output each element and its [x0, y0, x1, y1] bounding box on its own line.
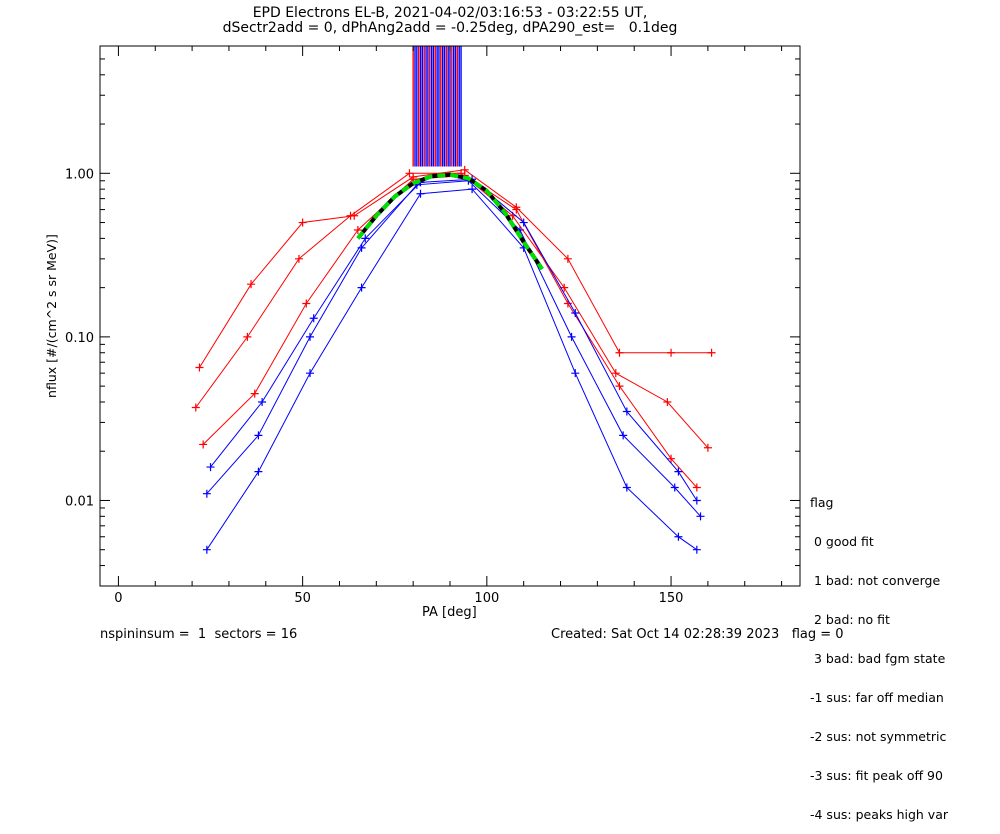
data-point — [250, 389, 259, 398]
legend-item: 3 bad: bad fgm state — [810, 651, 946, 666]
data-point — [567, 332, 576, 341]
data-point — [243, 332, 252, 341]
y-tick-label: 1.00 — [65, 167, 94, 182]
data-point — [692, 496, 701, 505]
data-point — [254, 467, 263, 476]
data-point — [622, 407, 631, 416]
data-point — [361, 234, 370, 243]
data-point — [416, 189, 425, 198]
data-point — [674, 467, 683, 476]
data-point — [405, 169, 414, 178]
data-point — [692, 545, 701, 554]
data-point — [667, 454, 676, 463]
data-series-group — [191, 46, 716, 554]
legend: flag 0 good fit 1 bad: not converge 2 ba… — [810, 470, 948, 834]
data-point — [571, 369, 580, 378]
data-point — [309, 314, 318, 323]
data-point — [468, 185, 477, 194]
data-point — [294, 254, 303, 263]
fit-curve — [356, 172, 544, 271]
data-point — [703, 443, 712, 452]
data-point — [571, 308, 580, 317]
data-point — [247, 280, 256, 289]
data-point — [670, 483, 679, 492]
series-line — [202, 174, 698, 488]
data-point — [254, 431, 263, 440]
y-axis-label: nflux [#/(cm^2 s sr MeV)] — [44, 234, 59, 398]
data-point — [199, 440, 208, 449]
x-axis-label: PA [deg] — [422, 605, 477, 620]
data-point — [460, 165, 469, 174]
chart-subtitle: dSectr2add = 0, dPhAng2add = -0.25deg, d… — [222, 20, 678, 36]
data-point — [357, 283, 366, 292]
data-point — [560, 283, 569, 292]
data-point — [409, 172, 418, 181]
legend-item: -3 sus: fit peak off 90 — [810, 768, 943, 783]
legend-item: -2 sus: not symmetric — [810, 729, 947, 744]
data-point — [622, 483, 631, 492]
legend-item: -4 sus: peaks high var — [810, 807, 949, 822]
legend-item: 1 bad: not converge — [810, 573, 941, 588]
data-point — [692, 483, 701, 492]
series-line — [199, 169, 712, 368]
y-tick-label: 0.01 — [65, 494, 94, 509]
series-line — [210, 178, 698, 501]
data-point — [258, 397, 267, 406]
data-point — [306, 332, 314, 341]
data-point — [298, 218, 307, 227]
data-point — [674, 532, 683, 541]
data-point — [663, 397, 672, 406]
data-point — [195, 363, 204, 372]
x-tick-label: 50 — [294, 591, 311, 606]
data-point — [206, 463, 215, 472]
footer-right: Created: Sat Oct 14 02:28:39 2023 flag =… — [551, 627, 844, 642]
data-point — [611, 369, 620, 378]
fit-curve-group — [356, 172, 544, 271]
chart-canvas: 0 50 100 150 0.01 0.10 1.00 — [65, 45, 801, 606]
data-point — [519, 218, 528, 227]
data-point — [707, 348, 716, 357]
data-point — [563, 254, 572, 263]
data-point — [353, 226, 362, 235]
series-line — [206, 188, 698, 551]
data-point — [615, 348, 624, 357]
data-point — [306, 369, 314, 378]
legend-item: -1 sus: far off median — [810, 690, 944, 705]
data-point — [667, 348, 676, 357]
data-point — [202, 489, 211, 498]
data-point — [346, 211, 355, 220]
data-point — [191, 403, 200, 412]
data-point — [302, 299, 311, 308]
x-tick-label: 0 — [114, 591, 122, 606]
data-point — [615, 382, 624, 391]
legend-title: flag — [810, 495, 834, 510]
y-tick-label: 0.10 — [65, 331, 94, 346]
chart-title: EPD Electrons EL-B, 2021-04-02/03:16:53 … — [252, 5, 648, 21]
footer-left: nspininsum = 1 sectors = 16 — [100, 627, 298, 642]
data-point — [202, 545, 211, 554]
x-tick-label: 150 — [659, 591, 684, 606]
fit-curve-shadow — [356, 172, 544, 271]
x-tick-label: 100 — [474, 591, 499, 606]
axes-ticks: 0 50 100 150 0.01 0.10 1.00 — [65, 45, 800, 606]
series-line — [195, 172, 709, 449]
data-point — [696, 512, 705, 521]
data-point — [619, 431, 628, 440]
data-point — [512, 203, 521, 212]
legend-item: 2 bad: no fit — [810, 612, 890, 627]
legend-item: 0 good fit — [810, 534, 874, 549]
